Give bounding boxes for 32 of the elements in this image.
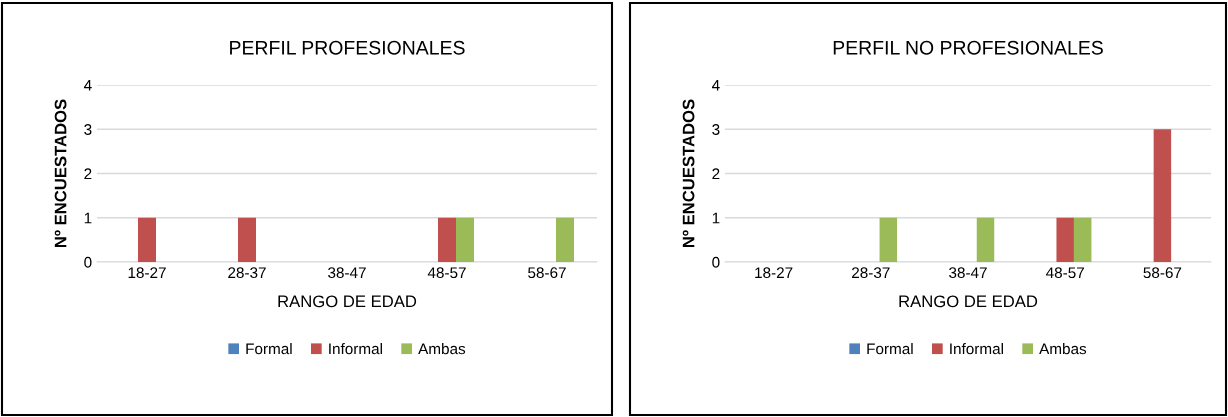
y-tick-label: 4 [711,80,720,91]
chart-title: PERFIL NO PROFESIONALES [833,40,1103,55]
chart-title: PERFIL PROFESIONALES [230,40,465,55]
y-tick-label: 0 [712,256,720,268]
legend-label: Formal [867,343,913,355]
x-tick-label: 28-37 [228,267,266,279]
x-tick-label: 58-67 [1143,267,1182,279]
legend-label: Informal [950,343,1003,355]
x-tick-label: 28-37 [852,267,890,279]
y-tick-label: 1 [712,212,720,224]
legend-label: Ambas [1039,343,1087,355]
x-tick-label: 18-27 [755,267,793,279]
x-tick-label: 18-27 [128,267,166,279]
y-tick-label: 0 [84,256,92,268]
legend-label: Formal [246,343,292,355]
x-tick-label: 48-57 [427,267,466,279]
x-axis-title: RANGO DE EDAD [899,295,1038,308]
x-tick-label: 58-67 [528,267,566,279]
x-tick-label: 48-57 [1046,267,1084,279]
y-tick-label: 3 [84,124,92,135]
x-tick-label: 38-47 [949,267,987,279]
legend-label: Ambas [418,343,466,355]
y-tick-label: 2 [84,168,92,180]
y-axis-title: Nº ENCUESTADOS [54,99,67,248]
y-axis-title: Nº ENCUESTADOS [682,99,695,248]
y-tick-label: 3 [712,124,720,135]
x-axis-title: RANGO DE EDAD [278,295,417,308]
legend-label: Informal [329,343,382,355]
y-tick-label: 4 [83,80,92,91]
y-tick-label: 2 [712,168,720,180]
y-tick-label: 1 [84,212,92,224]
x-tick-label: 38-47 [328,267,366,279]
